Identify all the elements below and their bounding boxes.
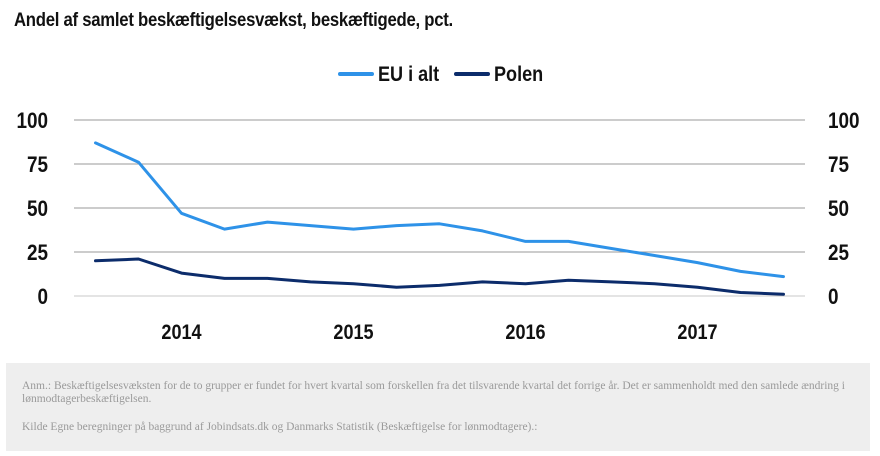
- y-tick-label-right: 25: [828, 241, 849, 266]
- y-tick-label-right: 75: [828, 153, 849, 178]
- footnote-source: Kilde Egne beregninger på baggrund af Jo…: [22, 421, 538, 433]
- x-tick-label: 2014: [161, 321, 201, 345]
- series-line-polen: [94, 257, 785, 296]
- x-tick-label: 2016: [505, 321, 545, 345]
- y-tick-label-left: 75: [27, 153, 48, 178]
- y-tick-label-left: 0: [37, 285, 48, 310]
- legend-label: EU i alt: [378, 63, 440, 87]
- footnote-box: Anm.: Beskæftigelsesvæksten for de to gr…: [6, 363, 870, 451]
- y-tick-label-left: 100: [16, 109, 48, 134]
- chart-title: Andel af samlet beskæftigelsesvækst, bes…: [14, 10, 453, 31]
- x-tick-label: 2017: [677, 321, 717, 345]
- x-tick-label: 2015: [333, 321, 373, 345]
- y-tick-label-right: 50: [828, 197, 849, 222]
- footnote-anm: Anm.: Beskæftigelsesvæksten for de to gr…: [22, 380, 845, 405]
- legend-label: Polen: [494, 63, 543, 87]
- y-tick-label-right: 0: [828, 285, 839, 310]
- series-line-eu: [94, 141, 785, 279]
- y-tick-label-right: 100: [828, 109, 860, 134]
- y-tick-label-left: 50: [27, 197, 48, 222]
- line-chart: 0 0 25 25 50 50 75 75 100 100 2014 2015 2016 2017 EU i…: [16, 63, 860, 345]
- y-tick-label-left: 25: [27, 241, 48, 266]
